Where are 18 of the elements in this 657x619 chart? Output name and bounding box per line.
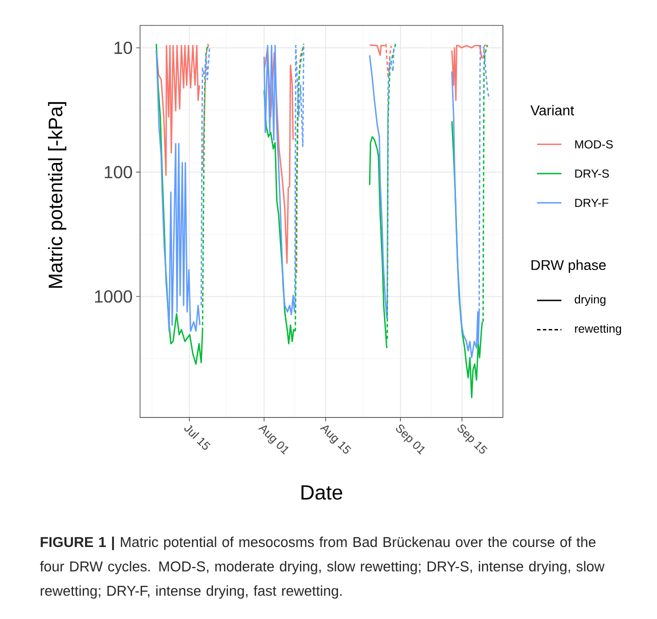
y-tick-label: 10 [114,41,132,54]
x-tick-label: Aug 15 [320,425,352,454]
x-tick-label: Jul 15 [184,424,210,450]
legend-label: DRY-S [575,169,609,178]
text: DRW phase [532,260,606,273]
legend-label: DRY-F [575,198,608,207]
y-tick-label: 100 [104,166,132,178]
y-tick-label: 1000 [95,290,132,303]
x-axis-title: Date [302,485,342,500]
x-tick-label: Aug 01 [258,425,288,454]
legend-label: MOD-S [575,140,613,148]
x-tick-label: Sep 15 [458,424,488,454]
x-tick-label: Sep 01 [396,424,425,454]
y-axis-title: Matric potential [-kPa] [48,102,66,288]
legend-title: Variant [530,104,574,116]
text: FIGURE 1 | Matric potential of mesocosms from Bad Brückenau over the course of the four DRW cycles. MOD-S, moderate drying, slow rewetting; DRY-S, intense drying, slow rewetting; DRY-F, intense drying, fast rewetting. [40,536,605,599]
text: rewetting [575,324,622,335]
text: drying [574,294,606,306]
